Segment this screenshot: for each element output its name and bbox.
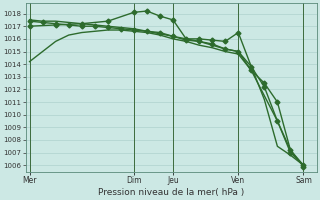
X-axis label: Pression niveau de la mer( hPa ): Pression niveau de la mer( hPa ) [98,188,244,197]
